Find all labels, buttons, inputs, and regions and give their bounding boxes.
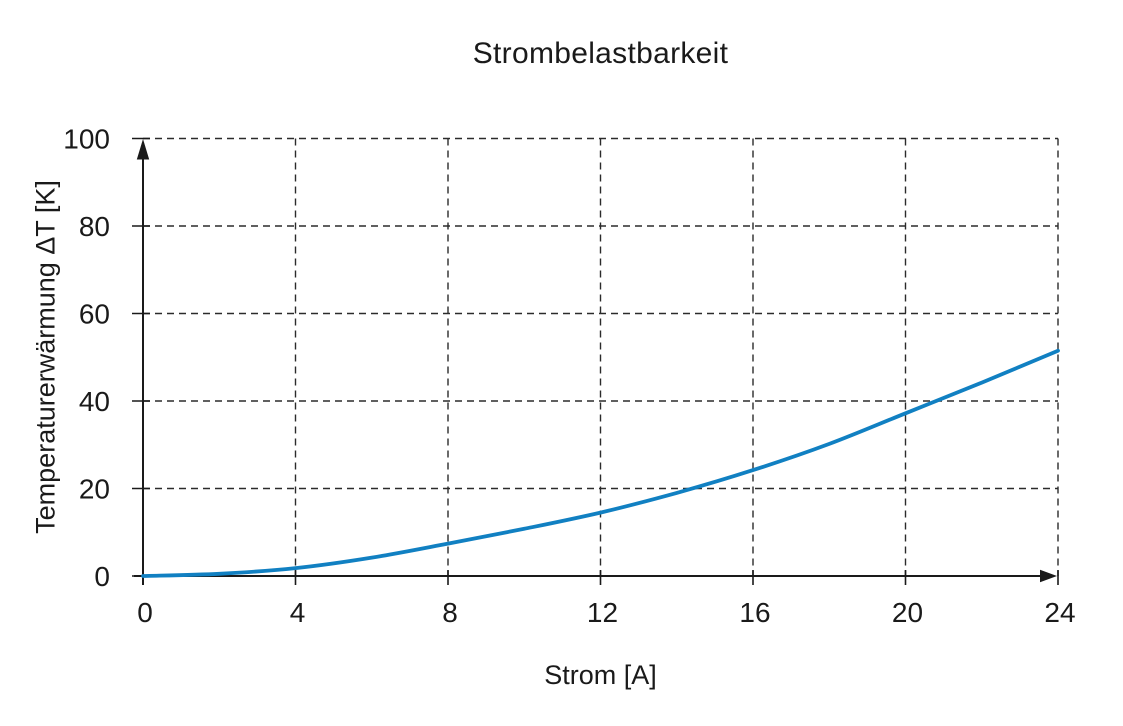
y-tick-label: 40 <box>79 386 110 417</box>
x-tick-label: 8 <box>442 597 458 628</box>
y-tick-label: 60 <box>79 299 110 330</box>
y-tick-label: 80 <box>79 211 110 242</box>
x-tick-label: 4 <box>290 597 306 628</box>
y-tick-label: 0 <box>94 561 110 592</box>
x-axis-arrow-icon <box>1040 569 1057 583</box>
chart-title: Strombelastbarkeit <box>472 37 729 70</box>
x-tick-label: 20 <box>892 597 923 628</box>
x-axis-label: Strom [A] <box>544 660 657 690</box>
y-tick-label: 20 <box>79 474 110 505</box>
x-tick-label: 16 <box>739 597 770 628</box>
x-tick-label: 24 <box>1044 597 1075 628</box>
y-tick-label: 100 <box>63 124 110 155</box>
x-tick-label: 0 <box>137 597 153 628</box>
x-tick-label: 12 <box>587 597 618 628</box>
y-axis-arrow-icon <box>136 139 150 160</box>
data-series-line <box>141 348 1060 578</box>
